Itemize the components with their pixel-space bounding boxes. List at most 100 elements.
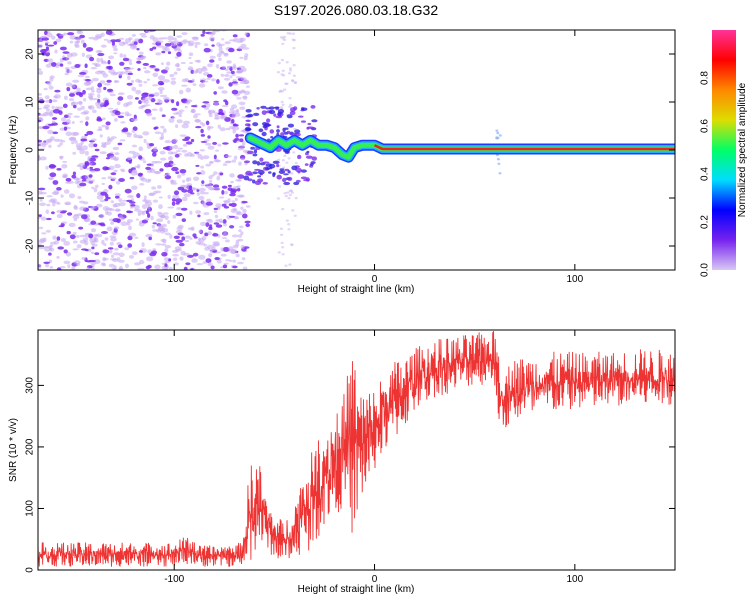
noise-point <box>97 82 103 88</box>
noise-point <box>64 201 72 206</box>
noise-point <box>200 170 206 175</box>
noise-point <box>113 47 118 52</box>
x-tick-label: 100 <box>566 574 583 585</box>
noise-point <box>105 121 111 126</box>
noise-point <box>293 181 300 186</box>
noise-point <box>45 217 52 221</box>
noise-point <box>60 140 66 143</box>
noise-point <box>279 233 284 236</box>
noise-point <box>114 117 118 122</box>
noise-point <box>288 67 292 70</box>
noise-point <box>252 179 256 184</box>
noise-point <box>109 241 114 246</box>
noise-point <box>69 35 77 40</box>
noise-point <box>168 156 173 161</box>
noise-point <box>202 80 209 83</box>
noise-point <box>240 245 245 250</box>
noise-point <box>96 88 102 94</box>
noise-point <box>281 69 285 73</box>
noise-point <box>38 126 44 129</box>
noise-point <box>276 125 280 129</box>
noise-point <box>116 257 121 261</box>
noise-point <box>270 136 274 139</box>
noise-point <box>161 114 166 117</box>
noise-point <box>217 143 222 147</box>
noise-point <box>57 144 61 148</box>
noise-point <box>109 110 116 114</box>
noise-point <box>209 55 216 59</box>
noise-point <box>195 210 202 214</box>
noise-point <box>96 129 103 131</box>
noise-point <box>162 79 170 83</box>
noise-point <box>180 207 188 211</box>
noise-point <box>175 198 183 204</box>
noise-point <box>245 127 252 131</box>
noise-point <box>99 214 105 219</box>
noise-point <box>158 226 164 232</box>
noise-point <box>253 112 260 116</box>
noise-point <box>93 259 101 264</box>
noise-point <box>215 149 220 152</box>
noise-point <box>206 198 212 203</box>
noise-point <box>284 264 288 267</box>
noise-point <box>278 185 282 188</box>
noise-point <box>189 237 193 240</box>
noise-point <box>145 179 151 183</box>
noise-point <box>114 80 118 83</box>
noise-point <box>286 130 291 134</box>
noise-point <box>230 189 237 195</box>
noise-point <box>154 264 161 270</box>
noise-point <box>84 63 88 69</box>
noise-point <box>184 239 190 243</box>
noise-point <box>164 263 168 267</box>
noise-point <box>215 203 223 208</box>
noise-point <box>80 111 89 115</box>
noise-point <box>197 237 201 242</box>
x-tick-label: -100 <box>164 574 184 585</box>
noise-point <box>42 125 50 130</box>
noise-point <box>41 35 47 39</box>
noise-point <box>495 129 499 132</box>
noise-point <box>177 232 184 236</box>
noise-point <box>223 190 229 195</box>
noise-point <box>78 226 84 230</box>
noise-point <box>46 195 53 198</box>
noise-point <box>175 239 183 243</box>
noise-point <box>109 151 114 154</box>
noise-point <box>195 68 199 74</box>
noise-point <box>81 145 88 151</box>
noise-point <box>66 57 70 61</box>
noise-point <box>75 91 83 96</box>
noise-point <box>181 32 188 36</box>
noise-point <box>144 108 152 114</box>
noise-point <box>213 91 217 95</box>
noise-point <box>138 259 145 265</box>
noise-point <box>78 100 83 106</box>
noise-point <box>209 224 213 229</box>
noise-point <box>114 110 121 116</box>
noise-point <box>163 267 168 270</box>
noise-point <box>288 32 292 35</box>
noise-point <box>152 84 159 87</box>
noise-point <box>76 164 82 168</box>
noise-point <box>232 124 239 127</box>
noise-point <box>173 144 179 150</box>
noise-point <box>45 229 51 233</box>
noise-point <box>79 239 87 244</box>
noise-point <box>47 123 55 126</box>
noise-point <box>100 262 105 266</box>
noise-point <box>203 192 209 195</box>
noise-point <box>101 124 107 128</box>
noise-point <box>260 105 267 109</box>
noise-point <box>197 214 201 218</box>
noise-point <box>233 155 238 160</box>
noise-point <box>172 37 177 41</box>
noise-point <box>128 62 133 65</box>
noise-point <box>135 89 142 95</box>
noise-point <box>215 219 221 222</box>
noise-point <box>91 77 99 82</box>
noise-point <box>124 247 130 251</box>
noise-point <box>131 185 138 190</box>
noise-point <box>192 83 197 86</box>
colorbar-tick-label: 0.8 <box>700 71 711 85</box>
